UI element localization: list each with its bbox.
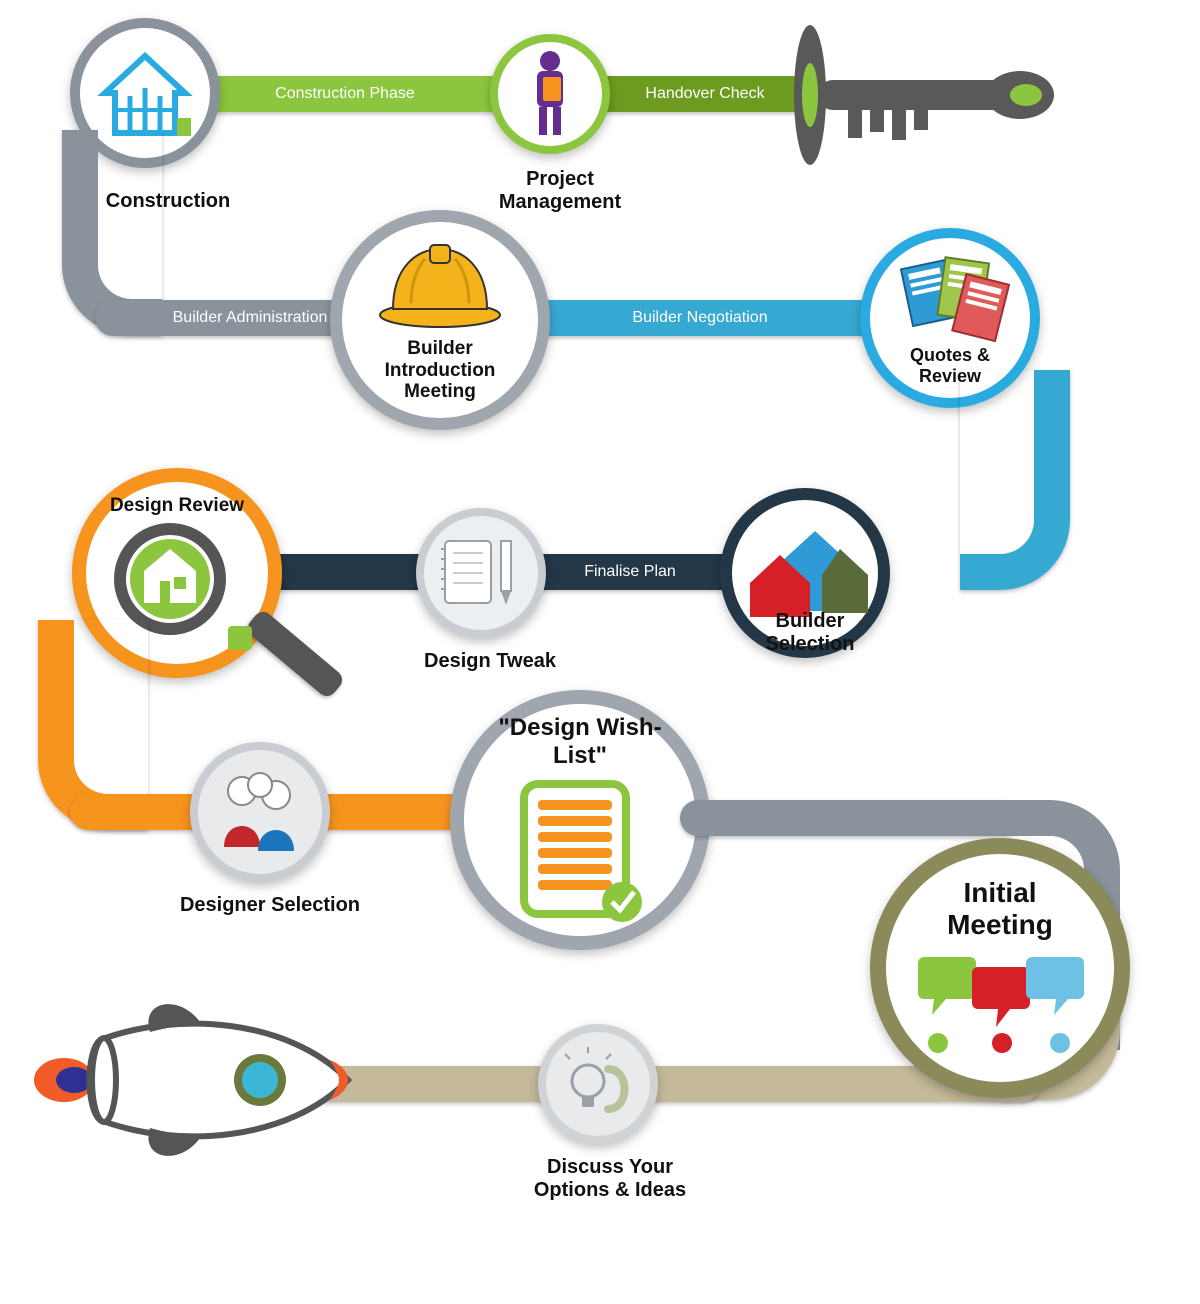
- connector-label: Finalise Plan: [584, 563, 676, 581]
- connector-builder-negotiation: Builder Negotiation: [500, 300, 900, 336]
- magnifier-handle: [244, 608, 346, 700]
- hardhat-icon: [375, 237, 505, 332]
- key-icon: [780, 20, 1080, 175]
- label-design-tweak: Design Tweak: [420, 650, 560, 673]
- label-builder-selection: Builder Selection: [730, 610, 890, 656]
- label-designer-selection: Designer Selection: [175, 894, 365, 917]
- process-infographic: Construction Phase Handover Check Constr: [0, 0, 1200, 1304]
- node-discuss-options: [538, 1024, 658, 1144]
- label-design-review: Design Review: [110, 495, 244, 517]
- connector-label: Construction Phase: [275, 85, 415, 103]
- node-initial-meeting: Initial Meeting: [870, 838, 1130, 1098]
- label-builder-intro: Builder Introduction Meeting: [360, 338, 520, 404]
- connector-label: Handover Check: [645, 85, 764, 103]
- curve-blue-right: [960, 370, 1070, 590]
- people-icon: [210, 769, 310, 855]
- node-wish-list: "Design Wish-List": [450, 690, 710, 950]
- node-project-management: [490, 34, 610, 154]
- bulb-phone-icon: [558, 1045, 638, 1123]
- label-initial-meeting: Initial Meeting: [920, 877, 1080, 941]
- documents-icon: [890, 250, 1010, 345]
- magnifier-joint: [228, 626, 252, 650]
- rocket-icon: [30, 970, 370, 1195]
- notepad-pencil-icon: [439, 533, 523, 613]
- person-clipboard-icon: [515, 49, 585, 139]
- checklist-icon: [510, 776, 650, 926]
- label-wish-list: "Design Wish-List": [490, 714, 670, 769]
- connector-label: Builder Negotiation: [632, 309, 767, 327]
- speech-bubbles-icon: [910, 949, 1090, 1059]
- node-design-tweak: [416, 508, 546, 638]
- label-discuss-options: Discuss Your Options & Ideas: [510, 1156, 710, 1202]
- node-builder-intro: Builder Introduction Meeting: [330, 210, 550, 430]
- label-project-management: Project Management: [470, 168, 650, 214]
- house-frame-icon: [95, 48, 195, 138]
- node-designer-selection: [190, 742, 330, 882]
- connector-label: Builder Administration: [173, 309, 328, 327]
- connector-wishlist-initial: [680, 800, 1020, 836]
